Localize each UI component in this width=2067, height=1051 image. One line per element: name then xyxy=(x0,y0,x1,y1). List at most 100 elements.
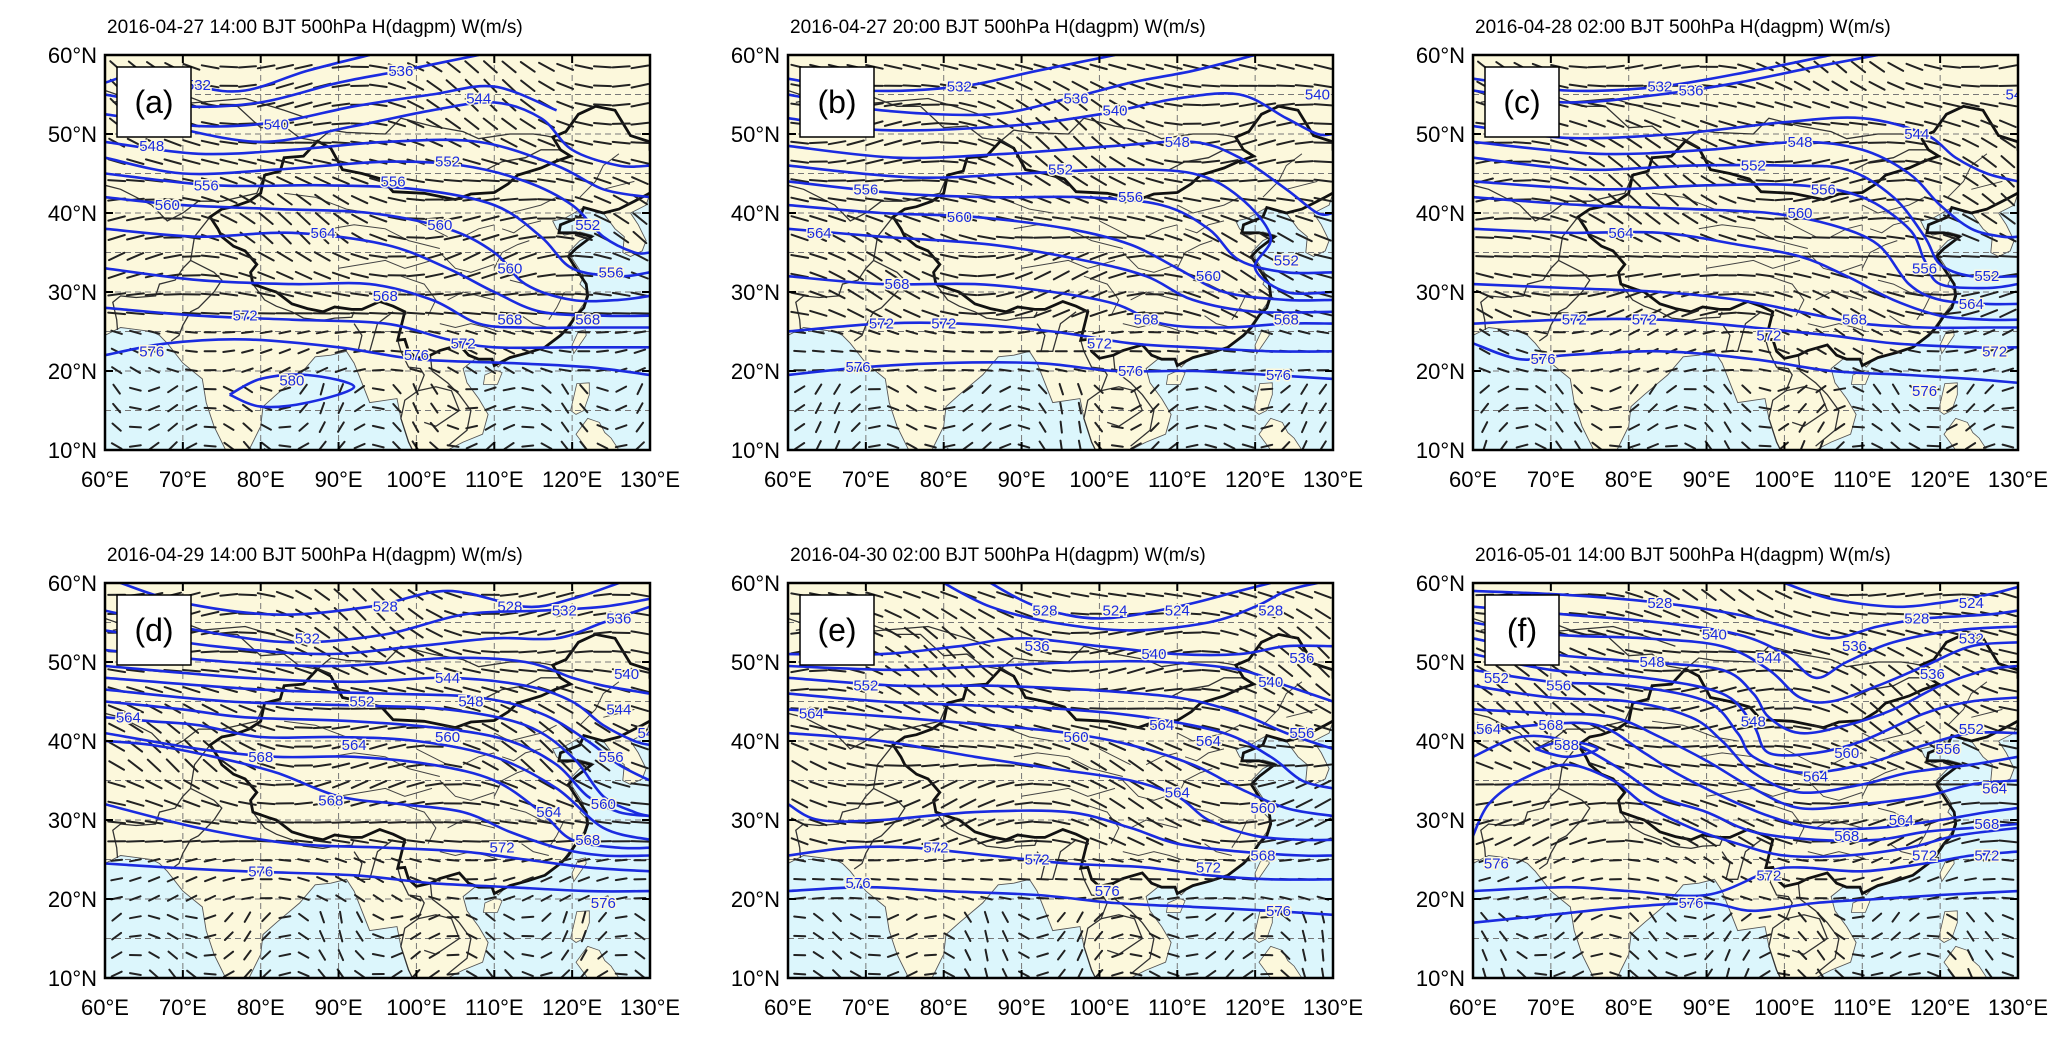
wind-arrow-icon xyxy=(1479,384,1490,394)
wind-arrow-icon xyxy=(1033,743,1052,750)
wind-arrow-icon xyxy=(940,590,959,599)
wind-arrow-icon xyxy=(580,930,587,943)
wind-arrow-icon xyxy=(940,724,959,732)
wind-arrow-icon xyxy=(1314,798,1332,809)
wind-arrow-icon xyxy=(1797,911,1807,923)
wind-arrow-icon xyxy=(353,442,366,450)
wind-arrow-icon xyxy=(165,739,180,754)
wind-arrow-icon xyxy=(593,195,612,204)
wind-arrow-icon xyxy=(593,65,612,69)
wind-arrow-icon xyxy=(866,251,883,262)
wind-arrow-icon xyxy=(108,722,126,733)
wind-arrow-icon xyxy=(1182,669,1202,673)
wind-arrow-icon xyxy=(1871,347,1884,355)
wind-arrow-icon xyxy=(1699,668,1719,673)
contour-label: 536 xyxy=(1920,666,1945,683)
wind-arrow-icon xyxy=(1552,683,1567,697)
contour-line-572 xyxy=(788,321,1333,353)
wind-arrow-icon xyxy=(1034,80,1052,91)
wind-arrow-icon xyxy=(239,194,256,205)
wind-arrow-icon xyxy=(1629,912,1639,923)
country-border xyxy=(252,283,324,322)
wind-arrow-icon xyxy=(2002,328,2014,336)
wind-arrow-icon xyxy=(1220,648,1239,655)
wind-arrow-icon xyxy=(480,650,500,654)
wind-arrow-icon xyxy=(409,913,422,921)
wind-arrow-icon xyxy=(1590,952,1604,958)
wind-arrow-icon xyxy=(1980,648,1999,656)
wind-arrow-icon xyxy=(368,725,388,731)
wind-arrow-icon xyxy=(574,158,594,165)
wind-arrow-icon xyxy=(1164,291,1183,297)
wind-arrow-icon xyxy=(1223,442,1236,450)
wind-arrow-icon xyxy=(1571,876,1585,882)
wind-arrow-icon xyxy=(1702,349,1716,354)
wind-arrow-icon xyxy=(1852,857,1865,863)
wind-arrow-icon xyxy=(632,212,648,225)
wind-arrow-icon xyxy=(110,858,124,862)
wind-arrow-icon xyxy=(1964,877,1977,882)
wind-arrow-icon xyxy=(1260,858,1274,862)
wind-arrow-icon xyxy=(185,876,198,883)
wind-arrow-icon xyxy=(299,383,308,395)
wind-arrow-icon xyxy=(243,930,252,942)
wind-arrow-icon xyxy=(181,839,201,843)
wind-arrow-icon xyxy=(1185,330,1199,335)
wind-arrow-icon xyxy=(1792,820,1812,825)
wind-arrow-icon xyxy=(958,158,978,165)
wind-arrow-icon xyxy=(865,214,884,223)
wind-arrow-icon xyxy=(1182,197,1202,203)
wind-arrow-icon xyxy=(634,969,646,978)
wind-arrow-icon xyxy=(1908,952,1921,958)
wind-arrow-icon xyxy=(1680,725,1700,731)
contour-label: 576 xyxy=(1095,883,1120,900)
contour-line-568 xyxy=(788,803,1333,858)
wind-arrow-icon xyxy=(1182,612,1202,616)
wind-arrow-icon xyxy=(1017,330,1031,335)
y-tick-label: 20°N xyxy=(48,887,97,912)
wind-arrow-icon xyxy=(827,668,847,673)
wind-arrow-icon xyxy=(1276,179,1295,182)
wind-arrow-icon xyxy=(939,763,959,768)
map-panel-b: 2016-04-27 20:00 BJT 500hPa H(dagpm) W(m… xyxy=(731,17,1363,492)
wind-arrow-icon xyxy=(815,421,822,434)
wind-arrow-icon xyxy=(331,122,351,126)
wind-arrow-icon xyxy=(1552,701,1567,716)
wind-arrow-icon xyxy=(942,424,956,430)
wind-arrow-icon xyxy=(1258,269,1275,282)
wind-arrow-icon xyxy=(1108,215,1127,222)
wind-arrow-icon xyxy=(556,610,575,618)
wind-arrow-icon xyxy=(540,971,553,977)
wind-arrow-icon xyxy=(1815,347,1827,355)
wind-arrow-icon xyxy=(1185,424,1199,430)
wind-arrow-icon xyxy=(1276,780,1295,789)
wind-arrow-icon xyxy=(1962,722,1979,733)
wind-arrow-icon xyxy=(556,779,574,790)
wind-arrow-icon xyxy=(182,197,201,203)
wind-arrow-icon xyxy=(392,403,402,414)
wind-arrow-icon xyxy=(996,591,1015,599)
wind-arrow-icon xyxy=(1980,685,1999,694)
wind-arrow-icon xyxy=(962,385,974,394)
ocean-area xyxy=(1130,193,1333,450)
wind-arrow-icon xyxy=(593,820,612,825)
wind-arrow-icon xyxy=(921,779,940,789)
wind-arrow-icon xyxy=(1276,251,1295,262)
wind-arrow-icon xyxy=(1036,952,1049,958)
wind-arrow-icon xyxy=(1644,308,1662,319)
wind-arrow-icon xyxy=(1260,387,1274,391)
wind-arrow-icon xyxy=(387,311,407,315)
province-border xyxy=(1122,252,1178,273)
wind-arrow-icon xyxy=(424,311,444,315)
contour-line-540 xyxy=(105,648,650,695)
wind-arrow-icon xyxy=(1146,817,1163,828)
wind-arrow-icon xyxy=(556,100,575,109)
country-border xyxy=(1854,677,1929,699)
wind-arrow-icon xyxy=(1966,911,1975,923)
wind-arrow-icon xyxy=(1277,289,1294,300)
country-border xyxy=(322,311,355,322)
wind-arrow-icon xyxy=(125,668,145,673)
wind-arrow-icon xyxy=(204,894,217,902)
wind-arrow-icon xyxy=(541,384,552,394)
wind-arrow-icon xyxy=(611,158,631,165)
